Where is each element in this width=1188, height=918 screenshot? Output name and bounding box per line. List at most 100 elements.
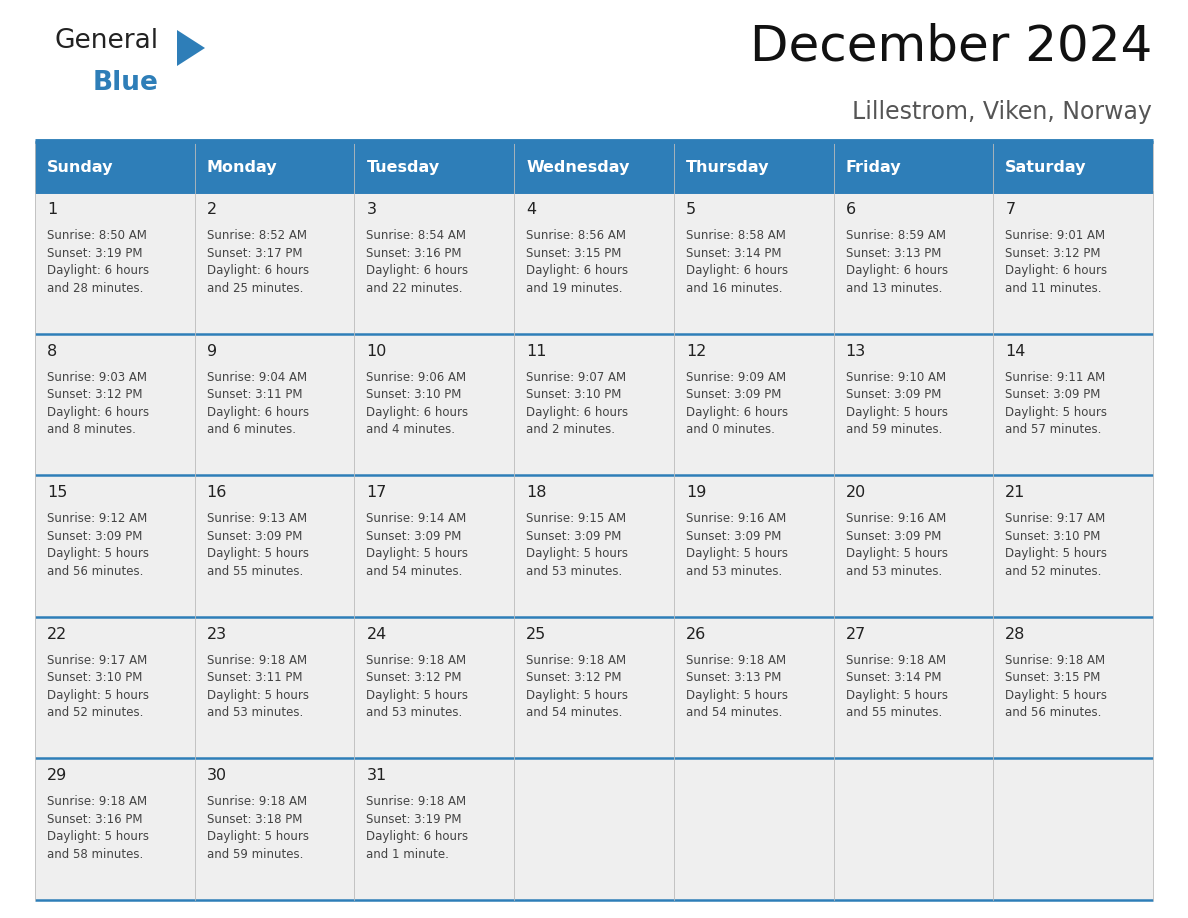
- Text: 7: 7: [1005, 202, 1016, 218]
- Text: Sunset: 3:18 PM: Sunset: 3:18 PM: [207, 813, 302, 826]
- Text: Daylight: 5 hours: Daylight: 5 hours: [1005, 688, 1107, 702]
- Text: and 4 minutes.: and 4 minutes.: [366, 423, 455, 436]
- Text: Sunrise: 9:11 AM: Sunrise: 9:11 AM: [1005, 371, 1106, 384]
- Text: and 59 minutes.: and 59 minutes.: [846, 423, 942, 436]
- Text: 27: 27: [846, 627, 866, 642]
- Polygon shape: [177, 30, 206, 66]
- Text: Sunrise: 9:12 AM: Sunrise: 9:12 AM: [48, 512, 147, 525]
- Text: Daylight: 5 hours: Daylight: 5 hours: [48, 831, 148, 844]
- Text: and 13 minutes.: and 13 minutes.: [846, 282, 942, 295]
- Text: and 56 minutes.: and 56 minutes.: [48, 565, 144, 577]
- Text: Sunset: 3:12 PM: Sunset: 3:12 PM: [1005, 247, 1101, 260]
- Text: Sunset: 3:13 PM: Sunset: 3:13 PM: [685, 671, 782, 685]
- Text: Wednesday: Wednesday: [526, 160, 630, 174]
- Text: Daylight: 5 hours: Daylight: 5 hours: [366, 547, 468, 560]
- Text: Daylight: 6 hours: Daylight: 6 hours: [48, 264, 150, 277]
- Text: Friday: Friday: [846, 160, 902, 174]
- Text: 31: 31: [366, 768, 386, 783]
- Text: and 22 minutes.: and 22 minutes.: [366, 282, 463, 295]
- Text: Sunrise: 8:54 AM: Sunrise: 8:54 AM: [366, 230, 467, 242]
- Text: Daylight: 5 hours: Daylight: 5 hours: [526, 547, 628, 560]
- Text: Daylight: 6 hours: Daylight: 6 hours: [526, 264, 628, 277]
- Text: Sunrise: 9:04 AM: Sunrise: 9:04 AM: [207, 371, 307, 384]
- Text: Sunset: 3:14 PM: Sunset: 3:14 PM: [685, 247, 782, 260]
- Text: General: General: [55, 28, 159, 54]
- Text: 3: 3: [366, 202, 377, 218]
- Text: Sunset: 3:12 PM: Sunset: 3:12 PM: [366, 671, 462, 685]
- Text: Sunrise: 9:14 AM: Sunrise: 9:14 AM: [366, 512, 467, 525]
- Text: 30: 30: [207, 768, 227, 783]
- Text: and 16 minutes.: and 16 minutes.: [685, 282, 783, 295]
- Text: and 52 minutes.: and 52 minutes.: [48, 707, 144, 720]
- Text: Sunset: 3:15 PM: Sunset: 3:15 PM: [526, 247, 621, 260]
- Text: Sunrise: 9:16 AM: Sunrise: 9:16 AM: [846, 512, 946, 525]
- Text: and 6 minutes.: and 6 minutes.: [207, 423, 296, 436]
- Text: 25: 25: [526, 627, 546, 642]
- Text: 11: 11: [526, 344, 546, 359]
- Text: Sunrise: 9:18 AM: Sunrise: 9:18 AM: [207, 796, 307, 809]
- Text: Sunrise: 8:52 AM: Sunrise: 8:52 AM: [207, 230, 307, 242]
- Text: Daylight: 6 hours: Daylight: 6 hours: [1005, 264, 1107, 277]
- Text: and 0 minutes.: and 0 minutes.: [685, 423, 775, 436]
- Text: Thursday: Thursday: [685, 160, 770, 174]
- Text: December 2024: December 2024: [750, 22, 1152, 70]
- Text: and 54 minutes.: and 54 minutes.: [685, 707, 782, 720]
- Text: Sunset: 3:12 PM: Sunset: 3:12 PM: [526, 671, 621, 685]
- Text: and 53 minutes.: and 53 minutes.: [846, 565, 942, 577]
- Text: Sunrise: 8:50 AM: Sunrise: 8:50 AM: [48, 230, 147, 242]
- Text: Sunset: 3:14 PM: Sunset: 3:14 PM: [846, 671, 941, 685]
- Text: 19: 19: [685, 486, 706, 500]
- Text: Sunrise: 9:17 AM: Sunrise: 9:17 AM: [1005, 512, 1106, 525]
- Text: Daylight: 6 hours: Daylight: 6 hours: [207, 264, 309, 277]
- Bar: [34, 142, 1154, 192]
- Text: Sunrise: 9:13 AM: Sunrise: 9:13 AM: [207, 512, 307, 525]
- Text: 8: 8: [48, 344, 57, 359]
- Text: and 53 minutes.: and 53 minutes.: [685, 565, 782, 577]
- Text: Sunset: 3:12 PM: Sunset: 3:12 PM: [48, 388, 143, 401]
- Text: 21: 21: [1005, 486, 1025, 500]
- Text: and 11 minutes.: and 11 minutes.: [1005, 282, 1101, 295]
- Text: Sunrise: 8:59 AM: Sunrise: 8:59 AM: [846, 230, 946, 242]
- Text: Sunset: 3:10 PM: Sunset: 3:10 PM: [526, 388, 621, 401]
- Text: Daylight: 5 hours: Daylight: 5 hours: [48, 547, 148, 560]
- Text: Saturday: Saturday: [1005, 160, 1087, 174]
- Text: 15: 15: [48, 486, 68, 500]
- Text: 29: 29: [48, 768, 68, 783]
- Text: Tuesday: Tuesday: [366, 160, 440, 174]
- Text: and 53 minutes.: and 53 minutes.: [526, 565, 623, 577]
- Text: and 1 minute.: and 1 minute.: [366, 848, 449, 861]
- Text: 17: 17: [366, 486, 387, 500]
- Text: Daylight: 5 hours: Daylight: 5 hours: [207, 547, 309, 560]
- Text: Sunrise: 9:15 AM: Sunrise: 9:15 AM: [526, 512, 626, 525]
- Text: Lillestrom, Viken, Norway: Lillestrom, Viken, Norway: [853, 100, 1152, 124]
- Text: and 25 minutes.: and 25 minutes.: [207, 282, 303, 295]
- Text: and 54 minutes.: and 54 minutes.: [366, 565, 463, 577]
- Text: Daylight: 5 hours: Daylight: 5 hours: [846, 547, 948, 560]
- Text: and 28 minutes.: and 28 minutes.: [48, 282, 144, 295]
- Text: Sunrise: 9:18 AM: Sunrise: 9:18 AM: [1005, 654, 1105, 666]
- Text: Sunrise: 9:18 AM: Sunrise: 9:18 AM: [685, 654, 786, 666]
- Text: 13: 13: [846, 344, 866, 359]
- Text: 10: 10: [366, 344, 387, 359]
- Text: Sunrise: 8:56 AM: Sunrise: 8:56 AM: [526, 230, 626, 242]
- Text: Sunset: 3:16 PM: Sunset: 3:16 PM: [366, 247, 462, 260]
- Text: and 8 minutes.: and 8 minutes.: [48, 423, 135, 436]
- Text: Sunrise: 8:58 AM: Sunrise: 8:58 AM: [685, 230, 785, 242]
- Text: Sunset: 3:09 PM: Sunset: 3:09 PM: [846, 530, 941, 543]
- Text: 12: 12: [685, 344, 706, 359]
- Text: Sunrise: 9:18 AM: Sunrise: 9:18 AM: [846, 654, 946, 666]
- Text: Sunset: 3:11 PM: Sunset: 3:11 PM: [207, 671, 302, 685]
- Text: Sunset: 3:11 PM: Sunset: 3:11 PM: [207, 388, 302, 401]
- Text: 23: 23: [207, 627, 227, 642]
- Text: Sunrise: 9:03 AM: Sunrise: 9:03 AM: [48, 371, 147, 384]
- Text: Daylight: 5 hours: Daylight: 5 hours: [207, 688, 309, 702]
- Text: Sunrise: 9:18 AM: Sunrise: 9:18 AM: [48, 796, 147, 809]
- Text: 26: 26: [685, 627, 706, 642]
- Text: 6: 6: [846, 202, 855, 218]
- Text: Sunrise: 9:18 AM: Sunrise: 9:18 AM: [366, 796, 467, 809]
- Text: 5: 5: [685, 202, 696, 218]
- Text: Sunset: 3:10 PM: Sunset: 3:10 PM: [48, 671, 143, 685]
- Text: Daylight: 5 hours: Daylight: 5 hours: [366, 688, 468, 702]
- Text: Sunrise: 9:18 AM: Sunrise: 9:18 AM: [526, 654, 626, 666]
- Text: Sunset: 3:16 PM: Sunset: 3:16 PM: [48, 813, 143, 826]
